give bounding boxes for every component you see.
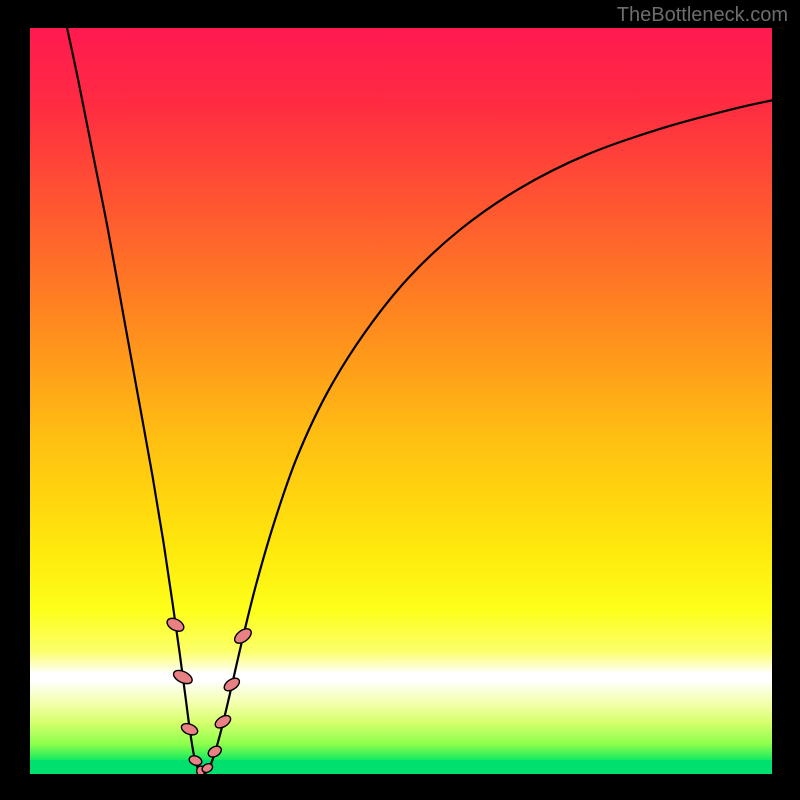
data-marker — [232, 626, 254, 646]
data-marker — [206, 744, 223, 759]
data-marker — [180, 721, 200, 737]
watermark-text: TheBottleneck.com — [617, 4, 788, 27]
curve-overlay — [30, 28, 772, 774]
data-marker — [222, 676, 242, 694]
bottleneck-curve — [67, 28, 772, 774]
data-marker — [171, 668, 194, 687]
plot-area — [30, 28, 772, 774]
chart-container: TheBottleneck.com — [0, 0, 800, 800]
data-marker — [165, 616, 186, 634]
data-marker — [188, 754, 203, 767]
data-marker — [213, 713, 233, 730]
